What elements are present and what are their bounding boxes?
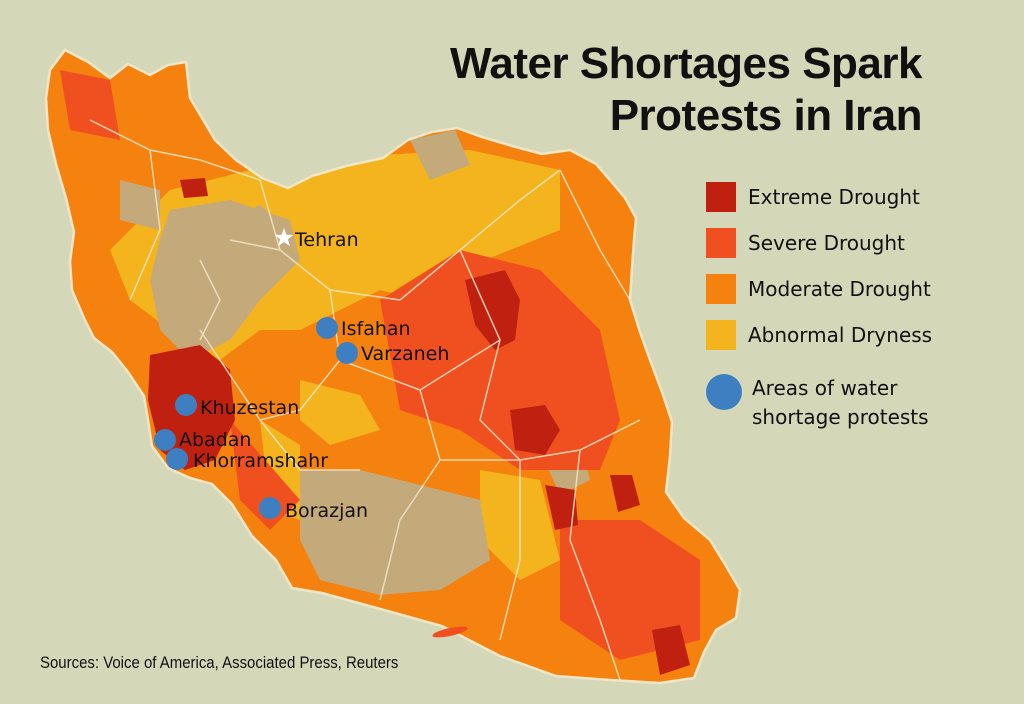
city-label-borazjan: Borazjan [285, 500, 368, 522]
legend-label-moderate: Moderate Drought [748, 277, 931, 301]
legend-label-protest-line-1: Areas of water [752, 376, 898, 400]
map-title: Water Shortages Spark Protests in Iran [449, 38, 923, 142]
tehran-marker: Tehran [274, 228, 359, 251]
protest-marker-khuzestan [175, 394, 197, 416]
legend-swatch-abnormal [706, 320, 736, 350]
map-title-line-1: Water Shortages Spark [449, 39, 923, 88]
legend-swatch-severe [706, 228, 736, 258]
city-label-varzaneh: Varzaneh [361, 343, 449, 365]
protest-dot-icon [706, 374, 742, 410]
protest-markers: Isfahan Varzaneh Khuzestan Abadan Khorra… [154, 317, 449, 522]
islands [432, 626, 527, 661]
city-label-isfahan: Isfahan [341, 318, 411, 340]
star-icon [274, 228, 294, 247]
protest-marker-abadan [154, 429, 176, 451]
protest-marker-khorramshahr [166, 448, 188, 470]
map-title-line-2: Protests in Iran [609, 91, 923, 140]
legend-label-extreme: Extreme Drought [748, 185, 920, 209]
protest-marker-isfahan [316, 317, 338, 339]
city-label-abadan: Abadan [179, 429, 251, 451]
sources-note: Sources: Voice of America, Associated Pr… [40, 653, 399, 672]
protest-marker-borazjan [259, 497, 281, 519]
city-label-tehran: Tehran [294, 229, 359, 251]
legend-label-severe: Severe Drought [748, 231, 905, 255]
city-label-khorramshahr: Khorramshahr [193, 450, 328, 472]
protest-marker-varzaneh [336, 342, 358, 364]
legend-swatch-extreme [706, 182, 736, 212]
legend-label-abnormal: Abnormal Dryness [748, 323, 933, 347]
legend-swatch-moderate [706, 274, 736, 304]
city-label-khuzestan: Khuzestan [200, 397, 299, 419]
legend-label-protest-line-2: shortage protests [752, 405, 929, 429]
